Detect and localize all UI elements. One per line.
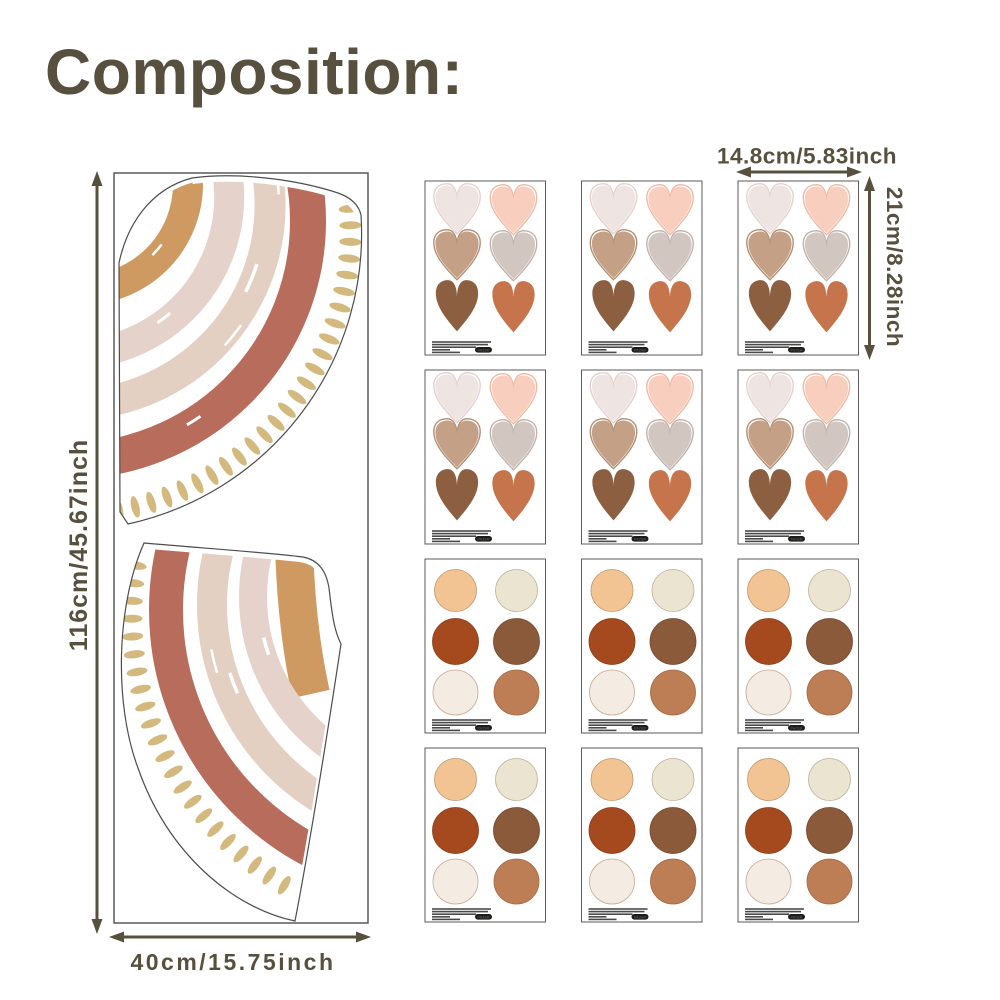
svg-text:116cm/45.67inch: 116cm/45.67inch: [65, 439, 93, 651]
svg-text:21cm/8.28inch: 21cm/8.28inch: [882, 187, 907, 347]
svg-text:Composition:: Composition:: [45, 36, 463, 108]
svg-text:14.8cm/5.83inch: 14.8cm/5.83inch: [717, 144, 897, 169]
svg-text:40cm/15.75inch: 40cm/15.75inch: [130, 949, 335, 975]
